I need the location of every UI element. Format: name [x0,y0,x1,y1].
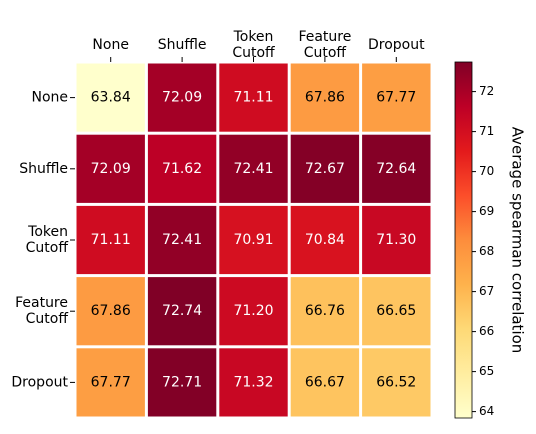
x-tick-label: None [92,37,129,53]
cell-label: 70.91 [233,232,273,248]
heatmap-cell [76,348,145,417]
cell-label: 67.86 [91,303,131,319]
cell-label: 71.20 [233,303,273,319]
cell-label: 67.77 [91,374,131,390]
cell-label: 66.52 [376,374,416,390]
cell-label: 71.11 [233,90,273,106]
y-tick-label: Feature Cutoff [15,295,68,327]
heatmap-cell [362,63,431,132]
y-tick-label: Shuffle [19,161,68,177]
cell-label: 71.32 [233,374,273,390]
cell-label: 72.41 [233,161,273,177]
cell-label: 72.64 [376,161,416,177]
colorbar-tick-label: 68 [479,244,494,258]
cell-label: 67.77 [376,90,416,106]
cell-label: 72.71 [162,374,202,390]
heatmap-cell [290,348,360,417]
heatmap-cell [362,277,431,346]
colorbar-tick-label: 66 [479,324,494,338]
heatmap-cell [362,205,431,275]
cell-label: 63.84 [91,90,131,106]
colorbar-tick-label: 71 [479,124,494,138]
colorbar-tick-label: 69 [479,204,494,218]
heatmap-cell [76,134,145,203]
heatmap-cell [147,134,217,203]
cell-label: 72.09 [162,90,202,106]
colorbar-tick-label: 70 [479,164,494,178]
heatmap-cell [219,205,288,275]
cell-label: 72.74 [162,303,202,319]
heatmap-cell [290,134,360,203]
colorbar-label: Average spearman correlation [509,127,527,354]
colorbar-tick-label: 65 [479,364,494,378]
cell-label: 67.86 [305,90,345,106]
cell-label: 71.11 [91,232,131,248]
y-tick-label: Dropout [11,374,68,390]
heatmap-cell [219,134,288,203]
heatmap-cell [362,348,431,417]
heatmap-cell [76,205,145,275]
heatmap-cell [147,348,217,417]
heatmap-cell [290,205,360,275]
x-tick-label: Token Cutoff [232,29,275,61]
heatmap-cell [219,348,288,417]
heatmap-cell [290,63,360,132]
x-tick-label: Feature Cutoff [298,29,351,61]
cell-label: 66.67 [305,374,345,390]
heatmap-cell [147,205,217,275]
cell-label: 72.67 [305,161,345,177]
heatmap-cell [76,63,145,132]
cell-label: 72.41 [162,232,202,248]
y-tick-label: None [31,90,68,106]
heatmap-cell [76,277,145,346]
x-tick-label: Shuffle [158,37,207,53]
colorbar-tick-label: 72 [479,84,494,98]
y-tick-label: Token Cutoff [26,224,69,256]
colorbar-tick-label: 67 [479,284,494,298]
heatmap-cell [219,63,288,132]
heatmap-cell [147,277,217,346]
cell-label: 71.30 [376,232,416,248]
cell-label: 66.65 [376,303,416,319]
cell-label: 70.84 [305,232,345,248]
heatmap-cell [147,63,217,132]
x-tick-label: Dropout [368,37,425,53]
heatmap-cell [219,277,288,346]
colorbar: 64 65 66 67 68 69 70 71 72 [454,61,494,419]
cell-label: 66.76 [305,303,345,319]
heatmap-cell [362,134,431,203]
cell-label: 72.09 [91,161,131,177]
colorbar-tick-label: 64 [479,404,494,418]
heatmap-cell [290,277,360,346]
colorbar-bar [454,61,473,419]
cell-label: 71.62 [162,161,202,177]
